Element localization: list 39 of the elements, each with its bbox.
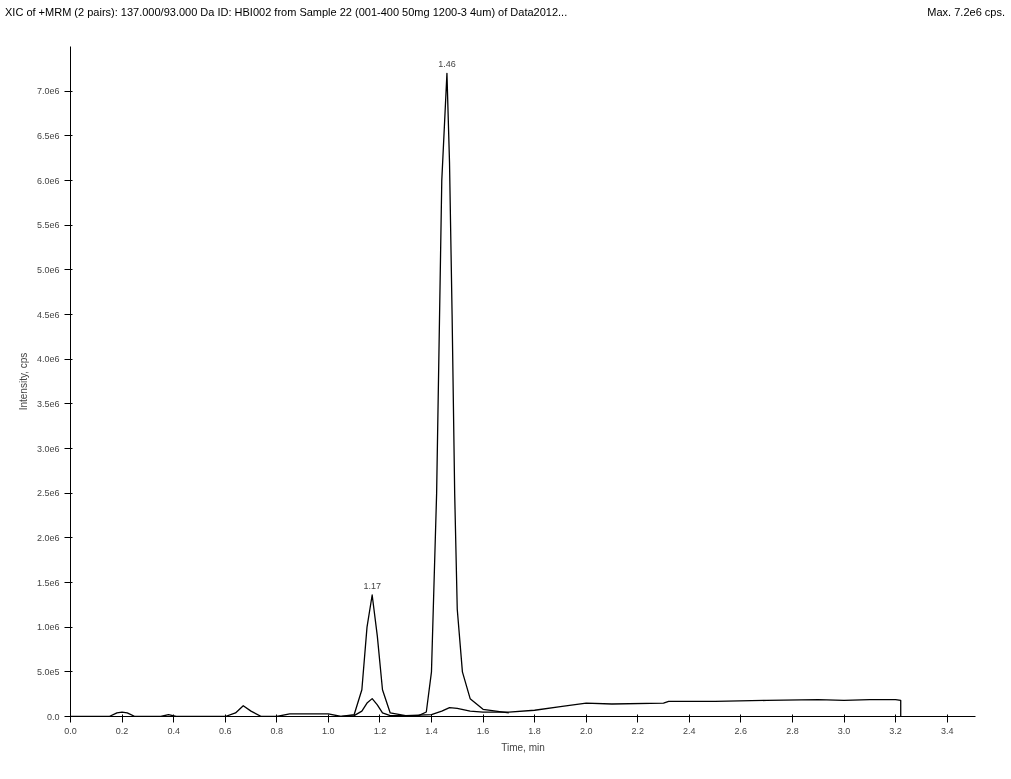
y-tick-label: 0.0 (46, 711, 60, 722)
x-tick-label: 2.4 (683, 725, 696, 736)
y-tick-label: 7.0e6 (36, 85, 60, 96)
x-tick-label: 0.2 (115, 725, 129, 736)
annotation: 1.46 (438, 59, 456, 69)
x-tick-label: 0.0 (64, 725, 77, 736)
y-tick-label: 4.5e6 (36, 309, 60, 320)
y-axis-title: Intensity, cps (17, 352, 29, 411)
y-tick-label: 5.0e5 (36, 666, 60, 677)
x-tick-label: 1.6 (476, 725, 490, 736)
x-axis-title: Time, min (501, 741, 545, 753)
y-tick-label: 5.0e6 (36, 264, 60, 275)
y-tick-label: 3.5e6 (36, 398, 60, 409)
chart-title: XIC of +MRM (2 pairs): 137.000/93.000 Da ID: HBI002 from Sample 22 (001-400 50mg 1200-3 4um) of Data2012... (5, 5, 568, 20)
x-tick-label: 1.8 (528, 725, 541, 736)
y-tick-label: 1.0e6 (36, 621, 60, 632)
x-tick-label: 1.4 (425, 725, 438, 736)
text: Max. 7.2e6 cps. (927, 5, 1005, 20)
x-tick-label: 1.0 (322, 725, 335, 736)
x-tick-label: 2.8 (786, 725, 799, 736)
x-tick-label: 2.6 (734, 725, 748, 736)
y-tick-label: 6.0e6 (36, 175, 60, 186)
y-tick-label: 6.5e6 (36, 130, 60, 141)
x-tick-label: 3.2 (889, 725, 902, 736)
y-tick-label: 2.0e6 (36, 532, 60, 543)
y-tick-label: 3.0e6 (36, 443, 60, 454)
y-tick-label: 2.5e6 (36, 487, 60, 498)
x-tick-label: 0.6 (218, 725, 232, 736)
annotation: 1.17 (363, 580, 381, 591)
y-tick-label: 5.5e6 (36, 219, 60, 230)
y-tick-label: 4.0e6 (36, 353, 60, 364)
x-tick-label: 2.2 (631, 725, 644, 736)
x-tick-label: 2.0 (579, 725, 593, 736)
x-tick-label: 1.2 (373, 725, 387, 736)
y-tick-label: 1.5e6 (36, 577, 60, 588)
x-tick-label: 0.4 (167, 725, 180, 736)
x-tick-label: 3.0 (837, 725, 851, 736)
x-tick-label: 3.4 (940, 725, 954, 736)
x-tick-label: 0.8 (270, 725, 284, 736)
